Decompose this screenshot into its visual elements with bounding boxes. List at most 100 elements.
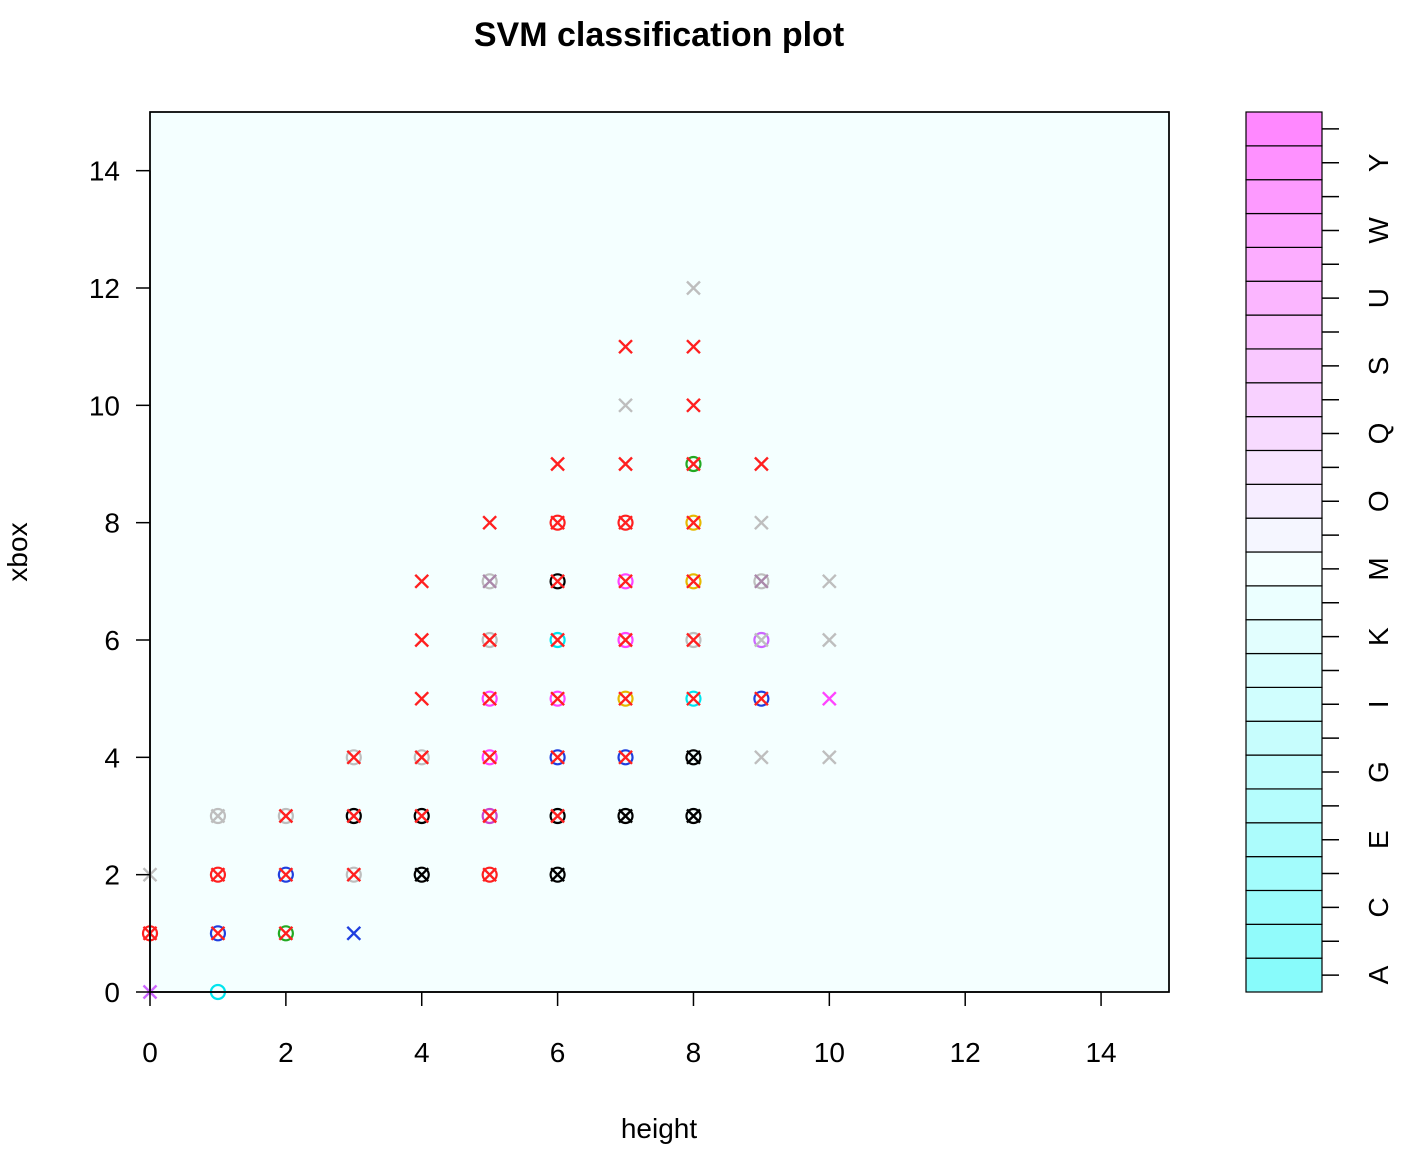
color-key-label: G: [1363, 761, 1394, 783]
data-point-x-44: [482, 573, 498, 589]
data-point-x-89: [686, 456, 701, 472]
data-point-x-23: [346, 749, 362, 765]
color-key-band: [1245, 416, 1323, 452]
data-point-o-20: [345, 807, 362, 825]
data-point-o-94: [753, 690, 770, 707]
data-point-o-15: [277, 807, 294, 825]
data-point-o-37: [481, 749, 498, 766]
x-axis-label: height: [621, 1113, 698, 1144]
data-point-o-84: [685, 573, 702, 590]
color-key-band: [1245, 145, 1323, 181]
data-point-o-35: [481, 807, 498, 825]
color-key-band: [1245, 788, 1323, 824]
data-point-x-16: [278, 808, 294, 824]
data-point-x-8: [210, 867, 226, 883]
color-key-band: [1245, 551, 1323, 587]
color-key-band: [1245, 619, 1323, 655]
data-point-o-65: [617, 690, 634, 707]
color-key-band: [1245, 957, 1323, 993]
color-key-label: W: [1363, 217, 1394, 244]
data-point-x-83: [686, 632, 701, 648]
x-tick-label: 2: [278, 1037, 294, 1068]
data-point-x-34: [482, 867, 498, 883]
data-point-x-91: [686, 339, 701, 355]
data-point-o-56: [549, 573, 566, 590]
data-point-x-29: [414, 749, 430, 765]
color-key-label: Q: [1363, 423, 1394, 445]
data-point-o-58: [549, 514, 566, 531]
data-point-x-79: [686, 749, 701, 765]
x-tick-label: 12: [950, 1037, 981, 1068]
data-point-x-70: [618, 573, 633, 589]
color-key-band: [1245, 585, 1323, 621]
data-point-x-73: [618, 456, 633, 472]
data-point-x-103: [821, 691, 837, 707]
color-key-band: [1245, 652, 1323, 688]
data-point-x-38: [482, 749, 498, 765]
data-point-x-92: [686, 280, 701, 296]
data-point-x-36: [482, 808, 498, 824]
data-point-o-76: [685, 807, 702, 825]
data-point-x-25: [414, 867, 430, 883]
data-point-o-46: [549, 866, 566, 883]
data-point-o-78: [685, 749, 702, 766]
data-point-x-10: [210, 808, 226, 824]
data-point-x-68: [618, 632, 633, 648]
x-tick-label: 4: [414, 1037, 430, 1068]
data-point-x-49: [550, 808, 565, 824]
data-point-o-86: [685, 514, 702, 531]
color-key-label: S: [1363, 357, 1394, 376]
color-key-legend: A C E G I K M O Q S U W Y: [1245, 111, 1394, 993]
data-point-x-53: [550, 691, 565, 707]
color-key-band: [1245, 686, 1323, 722]
chart-title: SVM classification plot: [474, 16, 844, 54]
data-point-o-24: [413, 866, 430, 883]
x-tick-label: 10: [814, 1037, 845, 1068]
data-point-o-18: [345, 866, 362, 883]
y-tick-label: 4: [104, 742, 120, 773]
data-point-x-62: [618, 808, 633, 824]
data-point-o-71: [617, 514, 634, 531]
data-point-o-98: [753, 573, 770, 590]
data-point-x-74: [618, 397, 633, 413]
y-axis-label: xbox: [2, 522, 33, 581]
color-key-label: U: [1363, 288, 1394, 308]
data-point-o-69: [617, 573, 634, 590]
data-point-o-96: [753, 631, 770, 649]
data-point-o-13: [277, 866, 294, 883]
data-point-x-14: [278, 867, 294, 883]
color-key-band: [1245, 111, 1323, 147]
color-key-label: Y: [1363, 153, 1394, 172]
data-point-x-47: [550, 867, 565, 883]
data-point-x-57: [550, 573, 565, 589]
data-point-o-54: [549, 631, 566, 649]
data-point-x-100: [754, 515, 769, 531]
data-point-x-32: [414, 573, 430, 589]
color-key-band: [1245, 179, 1323, 215]
data-point-o-50: [549, 749, 566, 766]
y-tick-label: 8: [104, 508, 120, 539]
data-point-o-7: [209, 866, 227, 883]
data-point-o-26: [413, 807, 430, 825]
data-point-x-17: [346, 925, 362, 941]
data-point-x-97: [754, 632, 769, 648]
color-key-band: [1245, 720, 1323, 756]
color-key-band: [1245, 517, 1323, 553]
x-axis: 0 2 4 6 8 10 12 14: [142, 991, 1117, 1068]
color-key-label: E: [1363, 830, 1394, 849]
x-tick-label: 6: [550, 1037, 566, 1068]
data-point-x-105: [821, 573, 837, 589]
data-point-o-33: [481, 866, 498, 883]
y-tick-label: 12: [89, 273, 120, 304]
color-key-band: [1245, 246, 1323, 282]
data-point-o-41: [481, 631, 498, 649]
y-tick-label: 14: [89, 156, 120, 187]
data-point-x-64: [618, 749, 633, 765]
data-point-x-93: [754, 749, 769, 765]
color-key-band: [1245, 889, 1323, 925]
color-key-label: M: [1363, 557, 1394, 580]
data-point-x-12: [278, 925, 294, 941]
data-point-o-5: [209, 925, 227, 942]
y-axis: 0 2 4 6 8 10 12 14: [89, 156, 151, 1008]
color-key-band: [1245, 822, 1323, 858]
